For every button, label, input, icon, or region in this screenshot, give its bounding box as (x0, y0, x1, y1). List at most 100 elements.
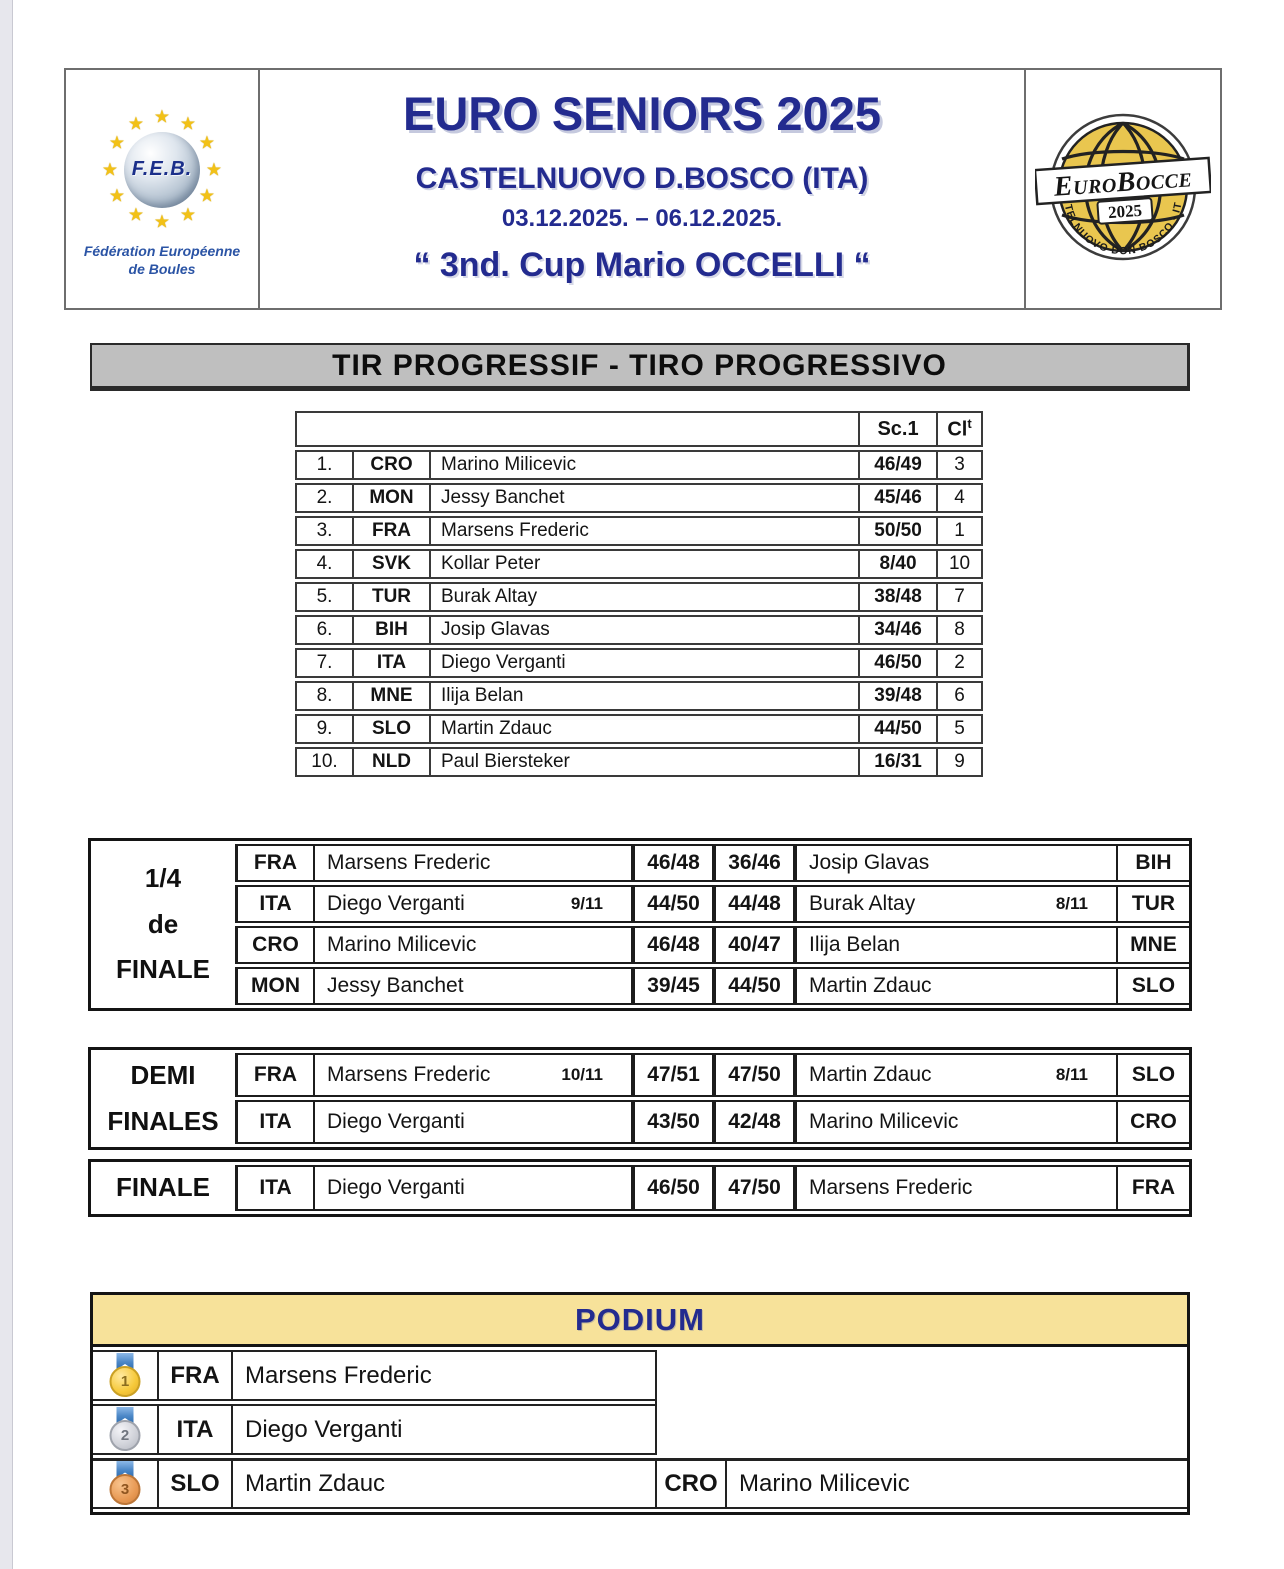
classification-value: 5 (936, 714, 984, 744)
country-code: FRA (157, 1350, 231, 1401)
table-row: 8. MNE Ilija Belan 39/48 6 (295, 681, 984, 711)
score-value: 42/48 (712, 1100, 797, 1144)
tiebreak-score: 9/11 (570, 894, 603, 913)
player-name: Kollar Peter (429, 549, 859, 579)
star-icon (199, 185, 215, 206)
podium-empty-cell (655, 1350, 1187, 1455)
table-row: 4. SVK Kollar Peter 8/40 10 (295, 549, 984, 579)
star-icon (199, 132, 215, 153)
country-code: TUR (352, 582, 429, 612)
player-name-cell: Marsens Frederic (797, 1165, 1116, 1211)
country-code: SVK (352, 549, 429, 579)
country-code: BIH (352, 615, 429, 645)
rank-position: 3. (295, 516, 352, 546)
rank-position: 7. (295, 648, 352, 678)
eurobocce-logo-graphic: EuroBocce 2025 CASTELNUOVO DON BOSCO - I… (1035, 112, 1211, 261)
score-value: 47/51 (631, 1053, 712, 1097)
star-icon (102, 159, 118, 180)
table-row: 6. BIH Josip Glavas 34/46 8 (295, 615, 984, 645)
classification-value: 10 (936, 549, 984, 579)
rank-position: 1. (295, 450, 352, 480)
score-value: 45/46 (858, 483, 937, 513)
stage-label: 1/4 de FINALE (91, 844, 235, 1005)
rank-column-header: Clt (936, 411, 984, 447)
tiebreak-score: 8/11 (1055, 1065, 1088, 1084)
ranking-header-row: Sc.1 Clt (295, 411, 984, 447)
feb-emblem: F.E.B. (98, 106, 226, 234)
table-row: 1. CRO Marino Milicevic 46/49 3 (295, 450, 984, 480)
podium-row: 3 SLO Martin Zdauc CRO Marino Milicevic (93, 1458, 1187, 1509)
rank-position: 2. (295, 483, 352, 513)
player-name: Marsens Frederic (429, 516, 859, 546)
star-icon (109, 132, 125, 153)
rank-position: 6. (295, 615, 352, 645)
podium-row: 2 ITA Diego Verganti (93, 1404, 1187, 1455)
country-code: BIH (1116, 844, 1189, 882)
country-code: ITA (352, 648, 429, 678)
table-row: 2. MON Jessy Banchet 45/46 4 (295, 483, 984, 513)
classification-value: 9 (936, 747, 984, 777)
player-name: Marino Milicevic (429, 450, 859, 480)
star-icon (128, 113, 144, 134)
ranking-header-empty (295, 411, 859, 447)
score-value: 38/48 (858, 582, 937, 612)
semifinals-table: DEMI FINALES FRA Marsens Frederic 10/11 4… (88, 1047, 1192, 1150)
player-name: Jessy Banchet (429, 483, 859, 513)
player-name-cell: Marino Milicevic (797, 1100, 1116, 1144)
rank-position: 8. (295, 681, 352, 711)
country-code: ITA (235, 1165, 313, 1211)
medal-ribbon (116, 1352, 134, 1370)
player-name: Martin Zdauc (231, 1458, 655, 1509)
medal-ribbon (116, 1406, 134, 1424)
medal-cell: 1 (93, 1350, 157, 1401)
star-icon (180, 113, 196, 134)
player-name-cell: Diego Verganti (313, 1165, 631, 1211)
country-code: SLO (1116, 967, 1189, 1005)
table-row: 3. FRA Marsens Frederic 50/50 1 (295, 516, 984, 546)
player-name-cell: Marino Milicevic (313, 926, 631, 964)
player-name-cell: Josip Glavas (797, 844, 1116, 882)
ranking-table: Sc.1 Clt 1. CRO Marino Milicevic 46/49 3 2. M… (295, 408, 984, 780)
player-name: Ilija Belan (429, 681, 859, 711)
score-value: 8/40 (858, 549, 937, 579)
country-code: CRO (655, 1458, 725, 1509)
page-title: EURO SENIORS 2025 (402, 87, 881, 140)
gold-medal-icon: 1 (107, 1352, 143, 1399)
country-code: ITA (235, 1100, 313, 1144)
star-icon (180, 204, 196, 225)
score-value: 44/50 (858, 714, 937, 744)
country-code: MNE (1116, 926, 1189, 964)
player-name: Marsens Frederic (231, 1350, 655, 1401)
country-code: NLD (352, 747, 429, 777)
header: F.E.B. Fédération Européenne de Boules E… (64, 68, 1222, 310)
feb-caption-line2: de Boules (128, 261, 196, 277)
country-code: SLO (352, 714, 429, 744)
player-name: Diego Verganti (429, 648, 859, 678)
country-code: SLO (1116, 1053, 1189, 1097)
match-row: ITA Diego Verganti 9/11 44/50 44/48 Burak… (91, 885, 1189, 923)
event-dates: 03.12.2025. – 06.12.2025. (501, 205, 783, 232)
country-code: FRA (235, 844, 313, 882)
classification-value: 1 (936, 516, 984, 546)
classification-value: 2 (936, 648, 984, 678)
player-name: Martin Zdauc (429, 714, 859, 744)
star-icon (109, 185, 125, 206)
match-row: DEMI FINALES FRA Marsens Frederic 10/11 4… (91, 1053, 1189, 1144)
star-icon (206, 159, 222, 180)
player-name-cell: Martin Zdauc 8/11 (797, 1053, 1116, 1097)
score-value: 43/50 (631, 1100, 712, 1144)
country-code: SLO (157, 1458, 231, 1509)
table-row: 10. NLD Paul Biersteker 16/31 9 (295, 747, 984, 777)
country-code: FRA (235, 1053, 313, 1097)
eurobocce-logo: EuroBocce 2025 CASTELNUOVO DON BOSCO - I… (1024, 70, 1220, 308)
score-value: 46/48 (631, 926, 712, 964)
country-code: CRO (1116, 1100, 1189, 1144)
tiebreak-score: 10/11 (561, 1065, 603, 1084)
country-code: CRO (235, 926, 313, 964)
boule-ball-icon: F.E.B. (124, 131, 200, 208)
score-value: 46/50 (858, 648, 937, 678)
score-value: 16/31 (858, 747, 937, 777)
player-name: Diego Verganti (231, 1404, 655, 1455)
player-name-cell: Ilija Belan (797, 926, 1116, 964)
score-value: 50/50 (858, 516, 937, 546)
